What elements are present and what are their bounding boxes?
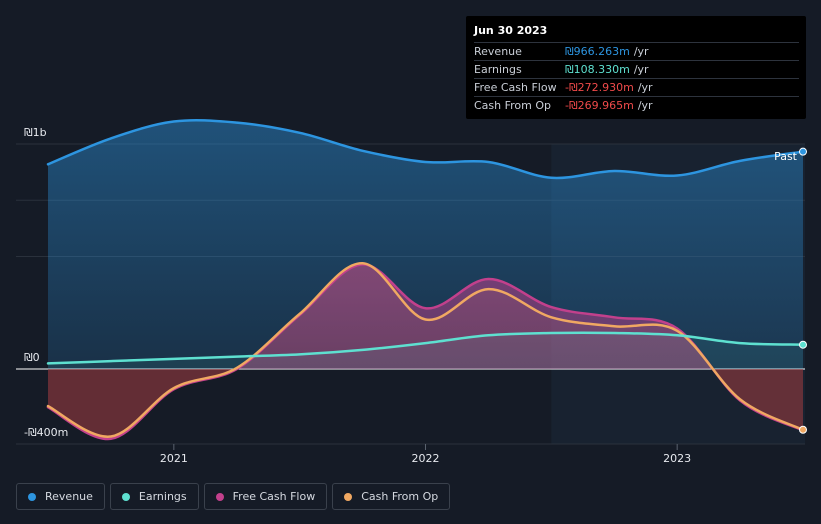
tooltip-unit: /yr [633,45,649,58]
tooltip-label: Free Cash Flow [474,81,557,94]
tooltip-unit: /yr [637,99,653,112]
earnings-line [46,331,805,365]
tooltip-date: Jun 30 2023 [474,24,548,37]
legend-dot-icon [121,492,130,501]
revenue-area [48,120,803,370]
free-cash-flow-area-positive [48,264,803,369]
earnings-area [48,332,803,369]
legend-dot-icon [215,492,224,501]
x-tick-label: 2021 [160,452,188,465]
tooltip-value: ₪966.263m [565,45,630,58]
chart: ₪1b ₪0 -₪400m 2021 2022 2023 Past [16,118,807,465]
tooltip-row-earnings: Earnings ₪108.330m /yr [474,60,799,78]
x-tick-label: 2022 [412,452,440,465]
y-tick-label: ₪0 [24,351,40,364]
legend-item-revenue[interactable]: Revenue [16,483,105,510]
tooltip-label: Earnings [474,63,522,76]
tooltip-row-free-cash-flow: Free Cash Flow -₪272.930m /yr [474,78,799,96]
legend-item-cash-from-op[interactable]: Cash From Op [332,483,451,510]
y-tick-label: -₪400m [24,426,68,439]
revenue-end-marker [799,147,807,156]
tooltip-value: ₪108.330m [565,63,630,76]
cash-from-op-area [48,263,803,437]
tooltip-row-revenue: Revenue ₪966.263m /yr [474,42,799,60]
tooltip-unit: /yr [633,63,649,76]
tooltip-label: Cash From Op [474,99,552,112]
legend-label: Free Cash Flow [232,490,316,503]
cash-from-op-end-marker [799,425,807,434]
legend-item-earnings[interactable]: Earnings [109,483,199,510]
legend-label: Earnings [138,490,187,503]
past-label: Past [774,150,798,163]
legend: Revenue Earnings Free Cash Flow Cash Fro… [16,483,451,510]
legend-label: Cash From Op [361,490,439,503]
legend-dot-icon [344,492,353,501]
tooltip-value: -₪272.930m [565,81,634,94]
tooltip-value: -₪269.965m [565,99,634,112]
y-tick-label: ₪1b [24,126,47,139]
legend-label: Revenue [45,490,93,503]
revenue-line [46,118,805,180]
x-tick-label: 2023 [663,452,691,465]
cash-from-op-line [46,262,805,438]
tooltip-label: Revenue [474,45,522,58]
tooltip: Jun 30 2023 Revenue ₪966.263m /yr Earnin… [466,16,806,119]
earnings-end-marker [799,340,807,349]
legend-dot-icon [28,492,36,501]
legend-item-free-cash-flow[interactable]: Free Cash Flow [203,483,328,510]
tooltip-unit: /yr [637,81,653,94]
tooltip-row-cash-from-op: Cash From Op -₪269.965m /yr [474,96,799,114]
